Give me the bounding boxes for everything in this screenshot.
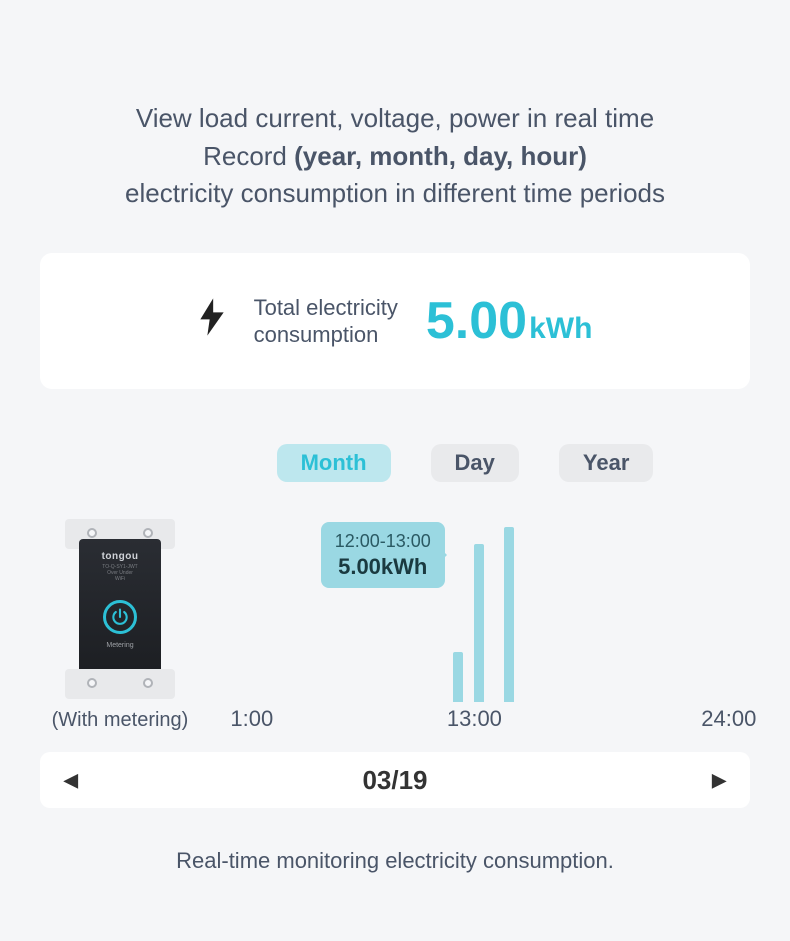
chart-row: tongou TO-Q-SY1-JWTOver UnderWiFi Meteri… bbox=[40, 512, 750, 732]
device-column: tongou TO-Q-SY1-JWTOver UnderWiFi Meteri… bbox=[40, 519, 200, 732]
footer-text: Real-time monitoring electricity consump… bbox=[40, 848, 750, 874]
chart-bar[interactable] bbox=[453, 652, 463, 702]
next-date-button[interactable]: ▶ bbox=[712, 770, 726, 791]
device-metering-label: Metering bbox=[106, 642, 133, 649]
headline-block: View load current, voltage, power in rea… bbox=[40, 100, 750, 213]
chart-x-axis: 1:00 13:00 24:00 bbox=[220, 706, 750, 732]
chart-tooltip: 12:00-13:00 5.00kWh bbox=[321, 522, 445, 588]
device-illustration: tongou TO-Q-SY1-JWTOver UnderWiFi Meteri… bbox=[65, 519, 175, 699]
tab-year[interactable]: Year bbox=[559, 444, 654, 482]
device-subtext: TO-Q-SY1-JWTOver UnderWiFi bbox=[102, 564, 137, 582]
headline-line2: Record (year, month, day, hour) bbox=[40, 138, 750, 176]
tooltip-time: 12:00-13:00 bbox=[335, 530, 431, 553]
tooltip-value: 5.00kWh bbox=[335, 553, 431, 581]
power-icon bbox=[103, 600, 137, 634]
total-consumption-card: Total electricity consumption 5.00kWh bbox=[40, 253, 750, 389]
date-selector: ◀ 03/19 ▶ bbox=[40, 752, 750, 808]
prev-date-button[interactable]: ◀ bbox=[64, 770, 78, 791]
device-caption: (With metering) bbox=[52, 709, 189, 732]
period-tabs: Month Day Year bbox=[180, 444, 750, 482]
selected-date: 03/19 bbox=[362, 765, 427, 796]
tab-day[interactable]: Day bbox=[431, 444, 519, 482]
headline-line3: electricity consumption in different tim… bbox=[40, 175, 750, 213]
total-value: 5.00kWh bbox=[426, 291, 593, 351]
hourly-chart: 12:00-13:00 5.00kWh 1:00 13:00 24:00 bbox=[220, 512, 750, 732]
chart-bar[interactable] bbox=[504, 527, 514, 702]
x-tick: 1:00 bbox=[230, 706, 273, 732]
bolt-icon bbox=[198, 298, 226, 345]
tab-month[interactable]: Month bbox=[277, 444, 391, 482]
chart-area: 12:00-13:00 5.00kWh bbox=[220, 512, 750, 702]
device-brand: tongou bbox=[102, 551, 139, 562]
headline-line1: View load current, voltage, power in rea… bbox=[40, 100, 750, 138]
total-label: Total electricity consumption bbox=[254, 294, 398, 349]
x-tick: 24:00 bbox=[701, 706, 756, 732]
chart-bar[interactable] bbox=[474, 544, 484, 702]
x-tick: 13:00 bbox=[447, 706, 502, 732]
